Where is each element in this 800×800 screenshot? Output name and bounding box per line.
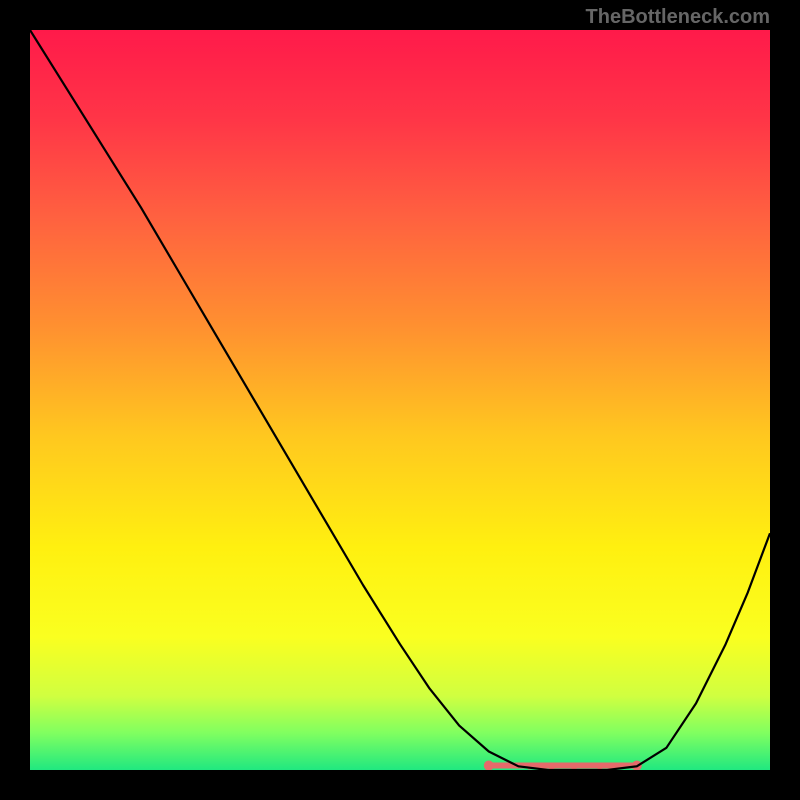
bottleneck-curve	[30, 30, 770, 770]
hotspot-dot	[597, 763, 603, 769]
plot-area	[30, 30, 770, 770]
chart-container: TheBottleneck.com	[0, 0, 800, 800]
hotspot-endpoint	[484, 761, 494, 770]
curve-layer	[30, 30, 770, 770]
watermark-text: TheBottleneck.com	[586, 6, 770, 29]
